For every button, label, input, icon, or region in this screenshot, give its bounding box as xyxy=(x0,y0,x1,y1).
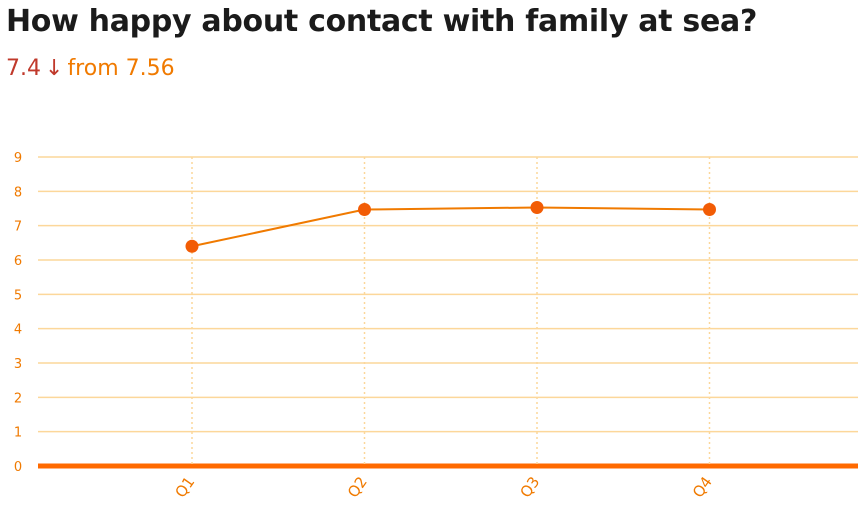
data-point-q1[interactable] xyxy=(185,239,199,253)
y-tick-label: 3 xyxy=(14,357,22,372)
y-tick-label: 0 xyxy=(14,460,22,475)
chart-title: How happy about contact with family at s… xyxy=(6,4,758,39)
x-tick-label-q2: Q2 xyxy=(344,473,371,501)
category-guides xyxy=(191,157,711,466)
data-point-q4[interactable] xyxy=(703,203,716,217)
series-line xyxy=(191,206,710,248)
y-tick-label: 6 xyxy=(14,254,22,269)
y-axis-ticks: 0 1 2 3 4 5 6 7 8 9 xyxy=(14,151,22,475)
data-point-q3[interactable] xyxy=(530,200,544,214)
y-tick-label: 9 xyxy=(14,151,22,166)
y-tick-label: 5 xyxy=(14,288,22,303)
y-tick-label: 7 xyxy=(14,220,22,235)
x-tick-label-q4: Q4 xyxy=(689,473,716,501)
data-point-q2[interactable] xyxy=(358,203,371,217)
series-layer xyxy=(185,200,716,253)
y-tick-label: 1 xyxy=(14,426,22,441)
x-axis-ticks: Q1 Q2 Q3 Q4 xyxy=(171,473,715,501)
x-tick-label-q3: Q3 xyxy=(516,473,543,501)
y-tick-label: 4 xyxy=(14,323,22,338)
x-tick-label-q1: Q1 xyxy=(171,473,198,501)
summary-line: 7.4 ↓ from 7.56 xyxy=(6,56,175,81)
y-tick-label: 2 xyxy=(14,391,22,406)
current-value: 7.4 xyxy=(6,56,41,81)
trend-down-arrow-icon: ↓ xyxy=(45,56,64,81)
previous-value-text: from 7.56 xyxy=(67,56,175,81)
grid-lines xyxy=(38,156,858,469)
y-tick-label: 8 xyxy=(14,185,22,200)
